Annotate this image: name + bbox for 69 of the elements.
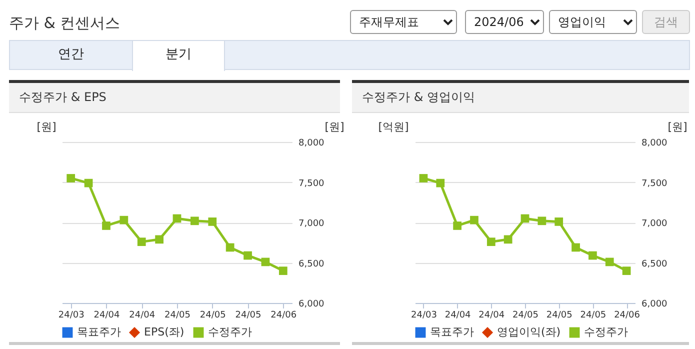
x-tick-label: 24/04 (478, 310, 505, 320)
y2-tick-label: 7,000 (298, 219, 325, 229)
text: 연간 (57, 46, 85, 64)
point (436, 178, 445, 188)
y2-tick-label: 7,000 (642, 219, 668, 229)
x-tick-label: 24/04 (444, 310, 472, 320)
point (244, 251, 252, 260)
x-tick-label: 24/04 (129, 310, 156, 320)
y2-tick-label: 8,000 (642, 138, 668, 148)
y2-tick-label: 7,500 (642, 178, 668, 189)
point (486, 238, 496, 246)
point (84, 178, 93, 188)
y2-tick-label: 6,500 (298, 259, 325, 270)
x-tick-label: 24/05 (580, 310, 606, 320)
point (504, 235, 512, 244)
text: 주재무제표 (350, 10, 457, 34)
text: 분기 (132, 41, 225, 71)
point (622, 266, 631, 275)
point (520, 214, 530, 223)
y2-tick-label: 8,000 (298, 138, 325, 148)
point (605, 258, 614, 266)
point (572, 243, 580, 252)
x-tick-label: 24/03 (58, 310, 84, 320)
x-tick-label: 24/05 (235, 310, 262, 320)
y2-axis-title: [원] (668, 120, 688, 134)
point (261, 258, 270, 266)
y-axis-title: [원] (36, 120, 56, 134)
text: 주가 & 컨센서스 (9, 14, 120, 33)
text: 검색 (642, 10, 690, 34)
point (120, 216, 128, 224)
point (554, 218, 564, 226)
point (190, 216, 199, 226)
point (102, 222, 110, 230)
y2-tick-label: 6,500 (642, 259, 668, 270)
y-axis-title: [억원] (378, 120, 409, 134)
x-tick-label: 24/03 (410, 310, 437, 320)
legend-label: 목표주가 (77, 326, 121, 339)
legend-label: 수정주가 (584, 326, 628, 339)
point (470, 216, 478, 224)
chart-title: 수정주가 & EPS (9, 83, 340, 113)
point (453, 222, 462, 230)
x-tick-label: 24/06 (614, 310, 640, 320)
point (208, 218, 217, 226)
point (137, 238, 146, 246)
text: 영업이익 (549, 10, 637, 34)
y2-tick-label: 6,000 (642, 300, 668, 310)
text: 2024/06 (465, 10, 544, 34)
x-tick-label: 24/05 (164, 310, 190, 320)
x-tick-label: 24/04 (94, 310, 120, 320)
legend-label: 목표주가 (430, 326, 474, 339)
y2-tick-label: 6,000 (298, 300, 325, 310)
point (66, 174, 76, 182)
point (278, 266, 288, 275)
legend-label: 영업이익(좌) (497, 326, 561, 339)
x-tick-label: 24/05 (546, 310, 572, 320)
y2-axis-title: [원] (324, 120, 344, 134)
point (155, 235, 164, 244)
legend-label: 수정주가 (208, 326, 252, 339)
x-tick-label: 24/06 (270, 310, 297, 320)
point (588, 251, 597, 260)
legend-label: EPS(좌) (144, 326, 184, 339)
point (226, 243, 234, 252)
x-tick-label: 24/05 (512, 310, 538, 320)
point (538, 216, 546, 226)
point (172, 214, 182, 223)
x-tick-label: 24/05 (200, 310, 226, 320)
chart-title: 수정주가 & 영업이익 (352, 83, 689, 113)
y2-tick-label: 7,500 (298, 178, 325, 189)
point (419, 174, 428, 182)
